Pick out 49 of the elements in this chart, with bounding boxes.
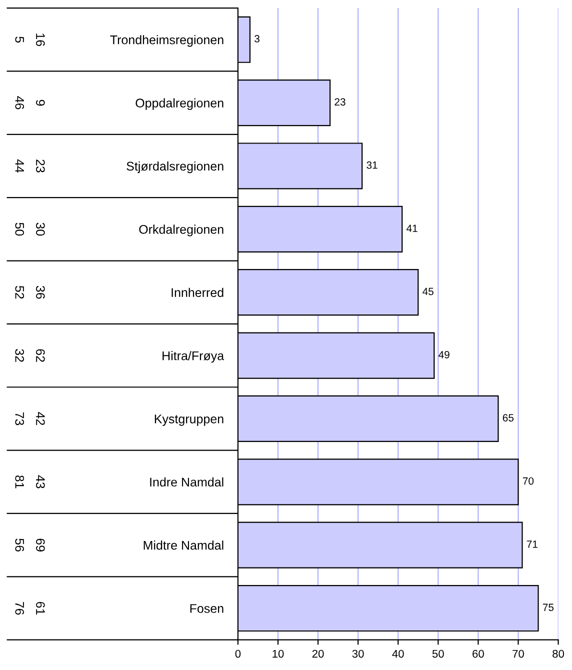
- text: 30: [36, 222, 45, 236]
- x-tick-label: 60: [472, 650, 484, 658]
- x-tick-label: 70: [512, 650, 524, 658]
- data-label: 31: [366, 161, 378, 169]
- text: 23: [36, 160, 45, 172]
- text: 44: [15, 159, 24, 173]
- data-label: 41: [406, 224, 418, 232]
- text: 36: [36, 286, 45, 299]
- text: 16: [36, 34, 45, 46]
- text: 42: [36, 412, 45, 426]
- data-label: 3: [254, 35, 260, 42]
- x-tick-label: 80: [552, 650, 564, 658]
- y-tick-label: Stjørdalsregionen: [126, 161, 224, 174]
- text: 69: [36, 538, 45, 552]
- x-tick-label: 0: [235, 650, 241, 658]
- text: 61: [36, 602, 45, 615]
- x-tick-label: 50: [432, 650, 444, 658]
- x-tick-label: 30: [352, 650, 364, 658]
- data-label: 65: [502, 414, 514, 422]
- text: 52: [15, 286, 24, 299]
- text: 56: [15, 538, 24, 552]
- data-label: 70: [522, 477, 534, 485]
- text: 50: [15, 222, 24, 236]
- text: 9: [36, 100, 45, 106]
- y-tick-label: Hitra/Frøya: [162, 351, 224, 363]
- y-tick-label: Midtre Namdal: [144, 540, 224, 550]
- x-tick-label: 20: [312, 650, 324, 658]
- text: 73: [15, 412, 24, 426]
- y-tick-label: Orkdalregionen: [139, 224, 224, 236]
- data-label: 23: [334, 98, 346, 106]
- text: 76: [15, 602, 24, 615]
- text: 81: [15, 475, 24, 488]
- y-tick-label: Oppdalregionen: [136, 98, 224, 110]
- text: 32: [15, 349, 24, 362]
- y-tick-label: Fosen: [190, 604, 224, 613]
- y-tick-label: Trondheimsregionen: [110, 35, 224, 47]
- data-label: 75: [542, 604, 554, 612]
- x-tick-label: 10: [272, 650, 284, 658]
- data-label: 45: [422, 288, 434, 296]
- y-tick-label: Innherred: [172, 288, 224, 298]
- text: 46: [15, 96, 24, 110]
- y-tick-label: Indre Namdal: [150, 477, 224, 487]
- y-tick-label: Kystgruppen: [154, 414, 224, 426]
- text: 43: [36, 475, 45, 488]
- data-label: 49: [438, 350, 450, 358]
- x-tick-label: 40: [392, 650, 404, 658]
- text: 5: [15, 36, 24, 43]
- data-label: 71: [526, 540, 538, 548]
- text: 62: [36, 349, 45, 362]
